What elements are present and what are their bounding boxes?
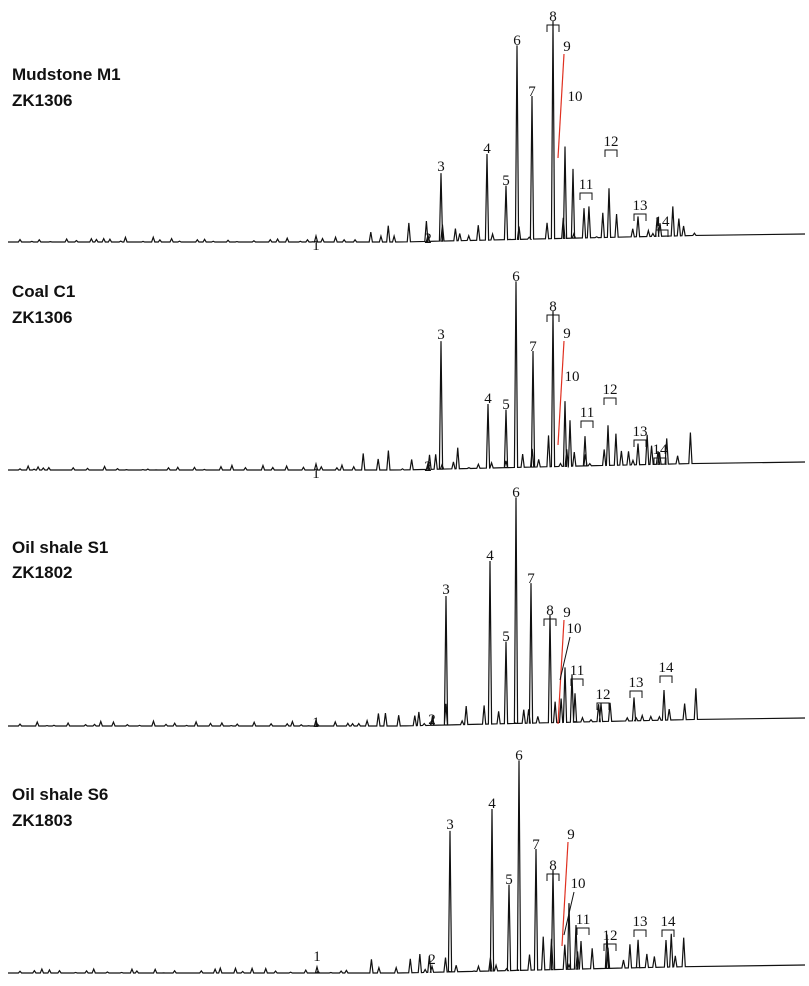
- peak-label: 7: [527, 571, 535, 587]
- sample-name: Oil shale S1: [12, 538, 108, 557]
- peak-label: 4: [486, 548, 494, 564]
- peak-label: 12: [603, 928, 618, 944]
- peak-label: 12: [604, 134, 619, 150]
- peak-label: 9: [563, 605, 571, 621]
- peak-label: 8: [546, 603, 554, 619]
- peak-bracket: [596, 702, 610, 710]
- peak-label: 11: [580, 405, 594, 421]
- peak-label: 3: [437, 327, 445, 343]
- peak-bracket: [546, 24, 560, 32]
- peak-bracket: [546, 314, 560, 322]
- peak-bracket: [633, 929, 647, 937]
- peak-leader: [557, 53, 565, 159]
- peak-label: 8: [549, 9, 557, 25]
- peak-label: 3: [446, 817, 454, 833]
- peak-bracket: [633, 213, 647, 221]
- peak-label: 13: [633, 198, 648, 214]
- peak-label: 9: [563, 39, 571, 55]
- peak-label: 5: [502, 629, 510, 645]
- peak-label: 6: [513, 33, 521, 49]
- peak-label: 5: [505, 872, 513, 888]
- peak-bracket: [655, 229, 669, 237]
- peak-label: 10: [568, 89, 583, 105]
- peak-label: 3: [437, 159, 445, 175]
- peak-label: 8: [549, 858, 557, 874]
- peak-label: 11: [570, 663, 584, 679]
- peak-label: 1: [313, 949, 321, 965]
- peak-label: 14: [653, 442, 669, 458]
- well-name: ZK1306: [12, 91, 72, 110]
- peak-label: 4: [483, 141, 491, 157]
- peak-label: 11: [579, 177, 593, 193]
- peak-label: 1: [312, 715, 320, 731]
- chromatogram-trace: [8, 497, 806, 727]
- peak-label: 13: [633, 914, 648, 930]
- peak-bracket: [580, 420, 594, 428]
- peak-label: 10: [571, 876, 586, 892]
- peak-label: 12: [596, 687, 611, 703]
- peak-label: 5: [502, 397, 510, 413]
- peak-bracket: [633, 439, 647, 447]
- chromatogram-trace: [8, 281, 806, 471]
- peak-label: 4: [484, 391, 492, 407]
- peak-bracket: [576, 927, 590, 935]
- peak-label: 14: [661, 914, 677, 930]
- peak-leader: [561, 841, 569, 947]
- peak-bracket: [543, 618, 557, 626]
- peak-label: 5: [502, 173, 510, 189]
- well-name: ZK1306: [12, 308, 72, 327]
- peak-label: 2: [428, 712, 436, 728]
- peak-bracket: [629, 690, 643, 698]
- sample-name: Oil shale S6: [12, 785, 108, 804]
- peak-bracket: [661, 929, 675, 937]
- peak-bracket: [603, 943, 617, 951]
- peak-label: 8: [549, 299, 557, 315]
- well-name: ZK1802: [12, 563, 72, 582]
- peak-leader: [559, 636, 571, 681]
- peak-leader: [557, 340, 565, 446]
- peak-label: 11: [576, 912, 590, 928]
- peak-label: 9: [567, 827, 575, 843]
- peak-label: 13: [633, 424, 648, 440]
- peak-leader: [563, 891, 575, 936]
- peak-leader: [557, 619, 565, 725]
- chromatogram-trace: [8, 20, 806, 243]
- peak-label: 14: [655, 214, 671, 230]
- peak-bracket: [653, 457, 667, 465]
- peak-label: 13: [629, 675, 644, 691]
- peak-label: 7: [529, 339, 537, 355]
- peak-label: 12: [603, 382, 618, 398]
- sample-name: Coal C1: [12, 282, 75, 301]
- peak-label: 6: [515, 748, 523, 764]
- peak-bracket: [659, 675, 673, 683]
- sample-name: Mudstone M1: [12, 65, 121, 84]
- peak-label: 6: [512, 485, 520, 501]
- peak-label: 10: [565, 369, 580, 385]
- peak-label: 9: [563, 326, 571, 342]
- peak-label: 2: [424, 459, 432, 475]
- peak-label: 14: [659, 660, 675, 676]
- peak-bracket: [603, 397, 617, 405]
- peak-bracket: [604, 149, 618, 157]
- peak-label: 10: [567, 621, 582, 637]
- peak-label: 6: [512, 269, 520, 285]
- peak-bracket: [546, 873, 560, 881]
- peak-label: 2: [424, 231, 432, 247]
- well-name: ZK1803: [12, 811, 72, 830]
- peak-label: 7: [528, 84, 536, 100]
- peak-label: 3: [442, 582, 450, 598]
- peak-bracket: [579, 192, 593, 200]
- peak-label: 1: [312, 466, 320, 482]
- peak-label: 4: [488, 796, 496, 812]
- peak-bracket: [570, 678, 584, 686]
- peak-label: 1: [312, 238, 320, 254]
- chromatogram-trace: [8, 760, 806, 974]
- peak-label: 2: [428, 952, 436, 968]
- peak-label: 7: [532, 837, 540, 853]
